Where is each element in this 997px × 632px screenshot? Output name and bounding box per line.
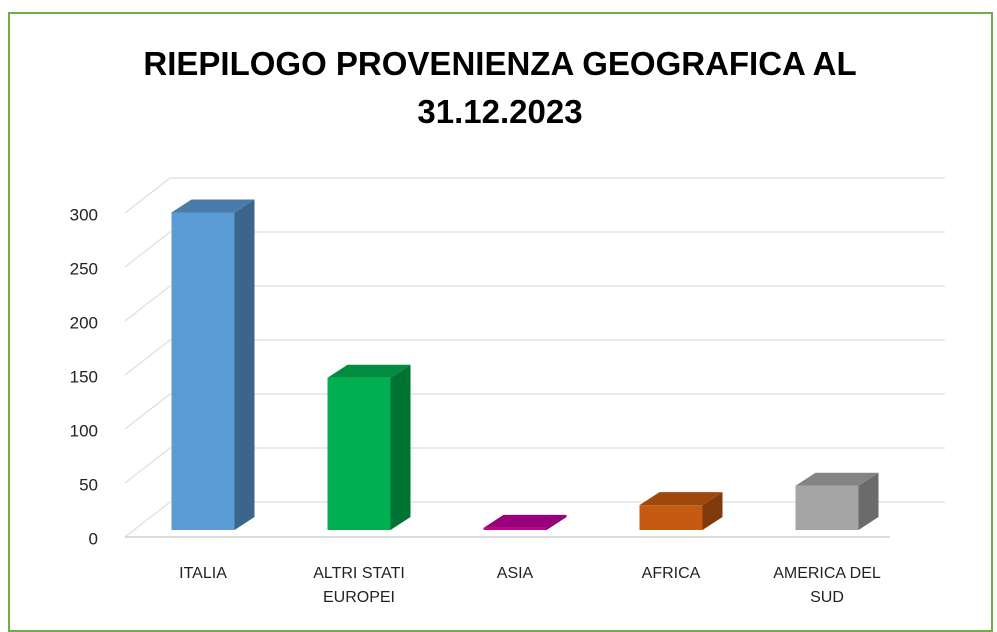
- bar-front: [171, 212, 235, 531]
- bar-side: [234, 199, 255, 531]
- x-tick-label: ALTRI STATI EUROPEI: [313, 565, 405, 606]
- y-tick-label: 0: [89, 529, 98, 548]
- y-tick-label: 50: [79, 475, 98, 494]
- bar: [327, 364, 411, 530]
- grid-line-side: [124, 177, 171, 214]
- bar-front: [483, 527, 547, 530]
- grid-line-side: [124, 231, 171, 268]
- y-tick-label: 200: [70, 313, 98, 332]
- chart-title: RIEPILOGO PROVENIENZA GEOGRAFICA AL 31.1…: [143, 45, 857, 130]
- grid-line-side: [124, 501, 171, 538]
- bar-top: [639, 492, 723, 506]
- x-tick-label: AFRICA: [641, 565, 701, 582]
- grid-line-side: [124, 285, 171, 322]
- bar-front: [327, 377, 391, 530]
- x-tick-label: AMERICA DEL SUD: [773, 565, 881, 606]
- bar-top: [483, 514, 567, 528]
- bar-top: [795, 472, 879, 486]
- y-tick-label: 250: [70, 259, 98, 278]
- x-tick-label: ITALIA: [179, 565, 227, 582]
- x-tick-label: ASIA: [496, 565, 534, 582]
- bar: [171, 199, 255, 531]
- bar-front: [639, 505, 703, 530]
- bar-top: [327, 364, 411, 378]
- grid-line-side: [124, 339, 171, 376]
- bar-front: [795, 485, 859, 530]
- y-tick-label: 150: [70, 367, 98, 386]
- grid-line-side: [124, 393, 171, 430]
- bar-side: [702, 492, 723, 530]
- bar-side: [858, 472, 879, 530]
- y-tick-label: 300: [70, 205, 98, 224]
- bar: [795, 472, 879, 530]
- grid-line-side: [124, 447, 171, 484]
- bar-side: [546, 514, 567, 530]
- bar: [483, 514, 567, 530]
- y-tick-label: 100: [70, 421, 98, 440]
- bar: [639, 492, 723, 530]
- bar-top: [171, 199, 255, 213]
- bar-side: [390, 364, 411, 530]
